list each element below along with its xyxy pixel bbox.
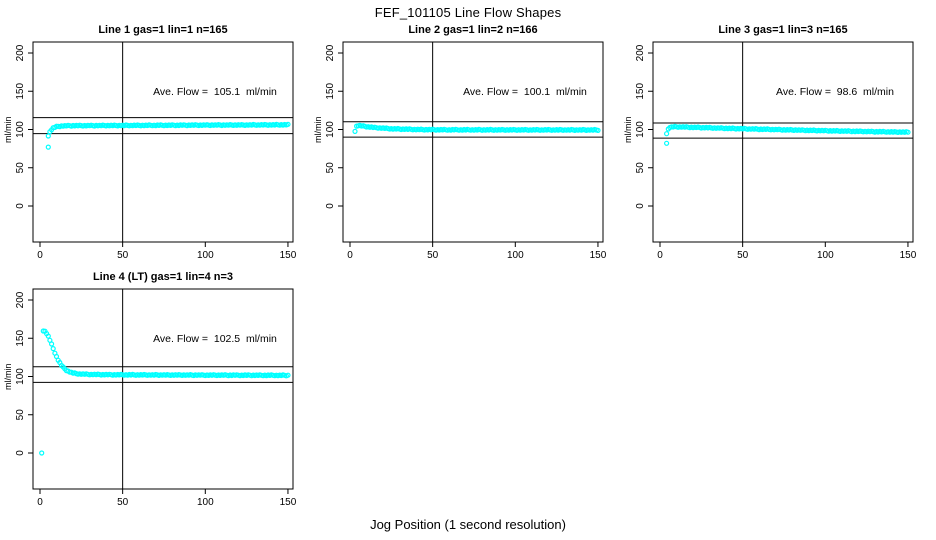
svg-text:50: 50 [325,162,336,174]
subplot-line-2: Line 2 gas=1 lin=2 n=166 ml/min 0 50 100 15… [310,22,622,269]
svg-text:100: 100 [507,250,524,261]
svg-text:150: 150 [325,83,336,100]
svg-text:0: 0 [37,497,43,508]
subplot-line-1: Line 1 gas=1 lin=1 n=165 ml/min 0 50 100 15… [0,22,312,269]
svg-text:50: 50 [635,162,646,174]
svg-text:150: 150 [15,83,26,100]
ave-flow-annotation: Ave. Flow = 100.1 ml/min [463,86,587,98]
subplot-3-title: Line 3 gas=1 lin=3 n=165 [718,24,848,36]
svg-text:100: 100 [15,368,26,385]
svg-text:0: 0 [657,250,663,261]
subplot-line-3: Line 3 gas=1 lin=3 n=165 ml/min 0 50 100 15… [620,22,932,269]
subplot-4-title: Line 4 (LT) gas=1 lin=4 n=3 [92,271,234,283]
plot-svg-3: 0 50 100 150 0 50 100 150 200 [635,41,917,261]
svg-text:100: 100 [817,250,834,261]
svg-text:0: 0 [347,250,353,261]
svg-text:100: 100 [15,121,26,138]
svg-text:0: 0 [325,203,336,209]
svg-text:50: 50 [117,250,129,261]
svg-text:150: 150 [590,250,607,261]
x-axis-label: Jog Position (1 second resolution) [370,517,566,532]
plot-svg-4: 0 50 100 150 0 50 100 150 200 [15,288,297,508]
svg-text:150: 150 [15,330,26,347]
subplot-1-title: Line 1 gas=1 lin=1 n=165 [98,24,228,36]
svg-text:0: 0 [37,250,43,261]
ave-flow-annotation: Ave. Flow = 102.5 ml/min [153,333,277,345]
svg-text:200: 200 [635,44,646,61]
svg-text:50: 50 [737,250,749,261]
svg-text:50: 50 [15,162,26,174]
svg-text:0: 0 [635,203,646,209]
subplot-2-title: Line 2 gas=1 lin=2 n=166 [408,24,538,36]
svg-text:150: 150 [635,83,646,100]
svg-text:50: 50 [15,409,26,421]
svg-text:200: 200 [325,44,336,61]
page-title: FEF_101105 Line Flow Shapes [374,5,562,20]
svg-text:50: 50 [117,497,129,508]
ave-flow-annotation: Ave. Flow = 105.1 ml/min [153,86,277,98]
svg-text:150: 150 [900,250,917,261]
svg-text:150: 150 [280,250,297,261]
plot-svg-1: 0 50 100 150 0 50 100 150 200 [15,41,297,261]
svg-text:100: 100 [197,497,214,508]
svg-text:0: 0 [15,203,26,209]
ave-flow-annotation: Ave. Flow = 98.6 ml/min [776,86,894,98]
svg-text:0: 0 [15,450,26,456]
subplot-line-4: Line 4 (LT) gas=1 lin=4 n=3 ml/min 0 50 10… [0,269,312,516]
svg-text:100: 100 [197,250,214,261]
svg-text:200: 200 [15,44,26,61]
svg-text:100: 100 [635,121,646,138]
svg-text:150: 150 [280,497,297,508]
svg-text:200: 200 [15,291,26,308]
plot-svg-2: 0 50 100 150 0 50 100 150 200 [325,41,607,261]
svg-text:50: 50 [427,250,439,261]
svg-text:100: 100 [325,121,336,138]
